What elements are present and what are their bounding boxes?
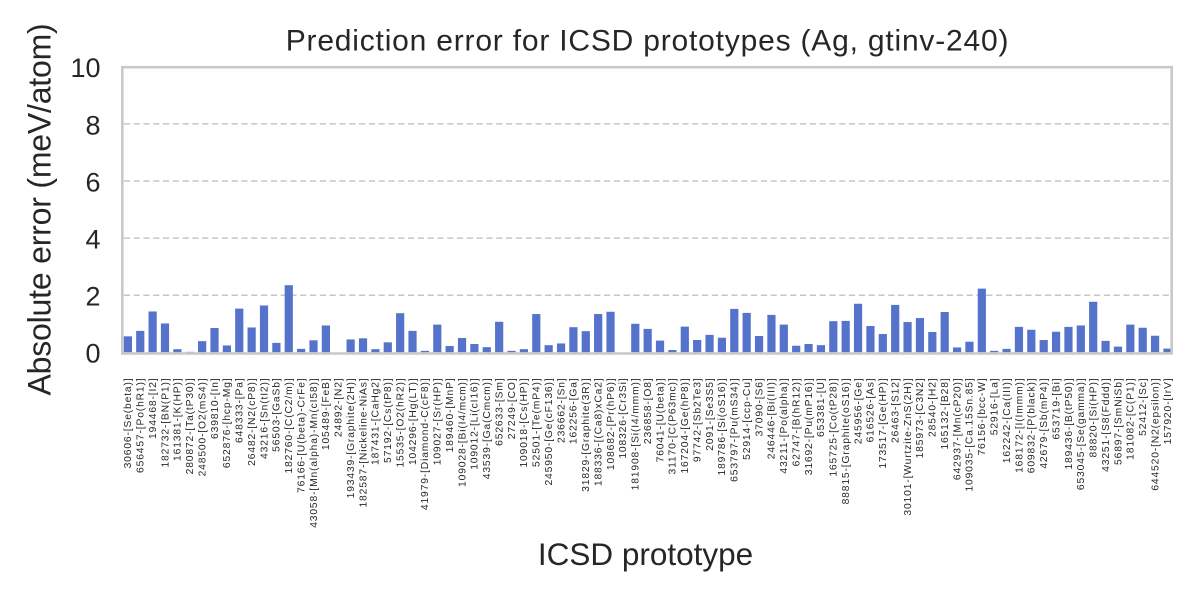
- svg-text:165725-[Co(tP28)]: 165725-[Co(tP28)]: [829, 378, 840, 477]
- svg-text:245956-[Ge]: 245956-[Ge]: [853, 378, 864, 445]
- svg-text:2: 2: [85, 282, 100, 312]
- svg-text:0: 0: [85, 339, 100, 369]
- svg-text:236662-[Sn]: 236662-[Sn]: [556, 378, 567, 443]
- svg-text:27249-[CO]: 27249-[CO]: [507, 378, 518, 440]
- svg-text:109035-[Ca.15Sn.85]: 109035-[Ca.15Sn.85]: [965, 378, 976, 492]
- svg-text:652876-[hcp-Mg]: 652876-[hcp-Mg]: [222, 378, 233, 469]
- svg-text:76166-[U(beta)-CrFe]: 76166-[U(beta)-CrFe]: [296, 378, 307, 493]
- svg-text:639810-[In]: 639810-[In]: [210, 378, 221, 439]
- svg-text:653381-[U]: 653381-[U]: [816, 378, 827, 437]
- svg-text:182760-[C(C2/m)]: 182760-[C(C2/m)]: [284, 378, 295, 474]
- svg-text:181908-[Si(I4/mmm)]: 181908-[Si(I4/mmm)]: [631, 378, 642, 491]
- svg-text:189786-[Si(oS16)]: 189786-[Si(oS16)]: [717, 378, 728, 476]
- svg-text:Absolute error (meV/atom): Absolute error (meV/atom): [22, 23, 58, 395]
- svg-text:245950-[Ge(cF136)]: 245950-[Ge(cF136)]: [544, 378, 555, 486]
- svg-text:162242-[Ca(III)]: 162242-[Ca(III)]: [1002, 378, 1013, 464]
- svg-text:105489-[FeB]: 105489-[FeB]: [321, 378, 332, 451]
- svg-text:41979-[Diamond-C(cF8)]: 41979-[Diamond-C(cF8)]: [420, 378, 431, 511]
- svg-text:109018-[Cs(HP)]: 109018-[Cs(HP)]: [519, 378, 530, 468]
- svg-text:189460-[MnP]: 189460-[MnP]: [445, 378, 456, 453]
- svg-text:57192-[Cs(tP8)]: 57192-[Cs(tP8)]: [383, 378, 394, 463]
- svg-text:76041-[U(beta)]: 76041-[U(beta)]: [655, 378, 666, 463]
- svg-text:52412-[Sc]: 52412-[Sc]: [1138, 378, 1149, 436]
- svg-text:6: 6: [85, 167, 100, 197]
- svg-text:185973-[C3N2]: 185973-[C3N2]: [915, 378, 926, 459]
- svg-text:193439-[Graphite(2H)]: 193439-[Graphite(2H)]: [346, 378, 357, 499]
- svg-text:109012-[Li(cI16)]: 109012-[Li(cI16)]: [470, 378, 481, 470]
- svg-text:644520-[N2(epsilon)]: 644520-[N2(epsilon)]: [1150, 378, 1161, 491]
- svg-text:653045-[Se(gamma)]: 653045-[Se(gamma)]: [1076, 378, 1087, 491]
- svg-text:167204-[Ge(hP8)]: 167204-[Ge(hP8)]: [680, 378, 691, 474]
- svg-text:28540-[H2]: 28540-[H2]: [928, 378, 939, 437]
- svg-text:194468-[I2]: 194468-[I2]: [148, 378, 159, 439]
- svg-text:43211-[Po(alpha)]: 43211-[Po(alpha)]: [779, 378, 790, 474]
- svg-text:188336-[(Ca8)xCa2]: 188336-[(Ca8)xCa2]: [593, 378, 604, 487]
- svg-text:609832-[P(black)]: 609832-[P(black)]: [1027, 378, 1038, 474]
- svg-text:26482-[N2(cP8)]: 26482-[N2(cP8)]: [247, 378, 258, 466]
- svg-text:43216-[Sn(tI2)]: 43216-[Sn(tI2)]: [259, 378, 270, 459]
- svg-text:10: 10: [70, 53, 100, 83]
- svg-text:62747-[B(hR12)]: 62747-[B(hR12)]: [791, 378, 802, 467]
- svg-text:182587-[Nickeline-NiAs]: 182587-[Nickeline-NiAs]: [358, 378, 369, 508]
- svg-text:52916-[La]: 52916-[La]: [990, 378, 1001, 436]
- svg-text:246446-[Bi(III)]: 246446-[Bi(III)]: [767, 378, 778, 460]
- svg-text:182732-[BN(P1)]: 182732-[BN(P1)]: [160, 378, 171, 468]
- svg-text:181082-[C(P1)]: 181082-[C(P1)]: [1126, 378, 1137, 460]
- svg-text:2091-[Se3S5]: 2091-[Se3S5]: [705, 378, 716, 451]
- svg-text:31692-[Pu(mP16)]: 31692-[Pu(mP16)]: [804, 378, 815, 476]
- svg-text:30606-[Se(beta)]: 30606-[Se(beta)]: [123, 378, 134, 469]
- svg-text:165132-[B28]: 165132-[B28]: [940, 378, 951, 450]
- svg-text:30101-[Wurtzite-ZnS(2H)]: 30101-[Wurtzite-ZnS(2H)]: [903, 378, 914, 516]
- svg-text:616526-[As]: 616526-[As]: [866, 378, 877, 443]
- svg-text:52914-[ccp-Cu]: 52914-[ccp-Cu]: [742, 378, 753, 460]
- svg-text:109027-[Sr(HP)]: 109027-[Sr(HP)]: [433, 378, 444, 466]
- svg-text:88815-[Graphite(oS16)]: 88815-[Graphite(oS16)]: [841, 378, 852, 505]
- svg-text:56503-[GaSb]: 56503-[GaSb]: [272, 378, 283, 452]
- svg-text:97742-[Sb2Te3]: 97742-[Sb2Te3]: [692, 378, 703, 463]
- svg-text:15535-[O2(hR2)]: 15535-[O2(hR2)]: [395, 378, 406, 468]
- svg-text:31170-[C(P63mc)]: 31170-[C(P63mc)]: [668, 378, 679, 475]
- svg-text:189436-[B(tP50)]: 189436-[B(tP50)]: [1064, 378, 1075, 470]
- svg-text:648333-[Pa]: 648333-[Pa]: [235, 378, 246, 443]
- svg-text:43058-[Mn(alpha)-Mn(cI58)]: 43058-[Mn(alpha)-Mn(cI58)]: [309, 378, 320, 528]
- svg-text:162256-[Ga]: 162256-[Ga]: [569, 378, 580, 445]
- svg-text:173517-[Ge(HP)]: 173517-[Ge(HP)]: [878, 378, 889, 469]
- svg-text:88820-[Si(HP)]: 88820-[Si(HP)]: [1089, 378, 1100, 458]
- svg-text:108682-[Pr(hP6)]: 108682-[Pr(hP6)]: [606, 378, 617, 471]
- svg-text:52501-[Te(mP4)]: 52501-[Te(mP4)]: [532, 378, 543, 467]
- svg-text:ICSD prototype: ICSD prototype: [538, 536, 753, 572]
- svg-text:43539-[Ga(Cmcm)]: 43539-[Ga(Cmcm)]: [482, 378, 493, 480]
- svg-text:37090-[S6]: 37090-[S6]: [754, 378, 765, 437]
- svg-text:236858-[O8]: 236858-[O8]: [643, 378, 654, 445]
- svg-text:652633-[Sm]: 652633-[Sm]: [494, 378, 505, 446]
- svg-text:76156-[bcc-W]: 76156-[bcc-W]: [977, 378, 988, 456]
- svg-text:187431-[CaHg2]: 187431-[CaHg2]: [371, 378, 382, 465]
- svg-text:168172-[I(Immm)]: 168172-[I(Immm)]: [1014, 378, 1025, 473]
- svg-text:56897-[SmNiSb]: 56897-[SmNiSb]: [1113, 378, 1124, 465]
- svg-text:280872-[Ta(tP30)]: 280872-[Ta(tP30)]: [185, 378, 196, 475]
- svg-text:43251-[S8(Fddd)]: 43251-[S8(Fddd)]: [1101, 378, 1112, 472]
- svg-text:8: 8: [85, 110, 100, 140]
- svg-text:109028-[Bi(I4/mcm)]: 109028-[Bi(I4/mcm)]: [457, 378, 468, 487]
- svg-text:42679-[Sb(mP4)]: 42679-[Sb(mP4)]: [1039, 378, 1050, 469]
- svg-text:26463-[S12]: 26463-[S12]: [890, 378, 901, 443]
- svg-text:642937-[Mn(cP20)]: 642937-[Mn(cP20)]: [952, 378, 963, 481]
- svg-text:108326-[Cr3Si]: 108326-[Cr3Si]: [618, 378, 629, 459]
- svg-text:656457-[Po(hR1)]: 656457-[Po(hR1)]: [136, 378, 147, 473]
- svg-text:104296-[Hg(LT)]: 104296-[Hg(LT)]: [408, 378, 419, 466]
- svg-text:Prediction error for ICSD prot: Prediction error for ICSD prototypes (Ag…: [286, 25, 1010, 58]
- svg-text:248500-[O2(mS4)]: 248500-[O2(mS4)]: [197, 378, 208, 477]
- svg-text:161381-[K(HP)]: 161381-[K(HP)]: [173, 378, 184, 461]
- svg-text:4: 4: [85, 225, 100, 255]
- svg-text:31829-[Graphite(3R)]: 31829-[Graphite(3R)]: [581, 378, 592, 492]
- svg-text:24892-[N2]: 24892-[N2]: [334, 378, 345, 437]
- svg-text:653797-[Pu(mS34)]: 653797-[Pu(mS34)]: [730, 378, 741, 482]
- svg-text:157920-[IrV]: 157920-[IrV]: [1163, 378, 1174, 445]
- svg-text:653719-[Bi]: 653719-[Bi]: [1051, 378, 1062, 440]
